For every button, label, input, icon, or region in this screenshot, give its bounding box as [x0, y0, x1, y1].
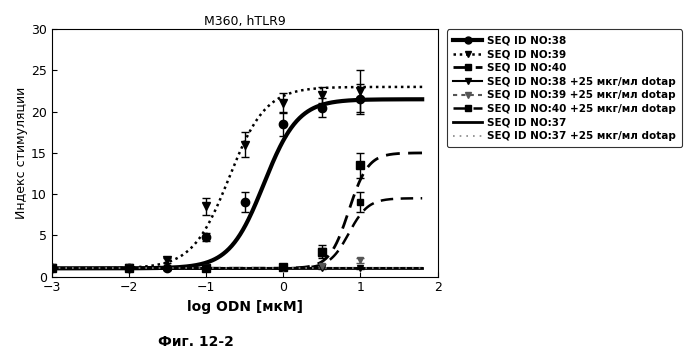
Legend: SEQ ID NO:38, SEQ ID NO:39, SEQ ID NO:40, SEQ ID NO:38 +25 мкг/мл dotap, SEQ ID : SEQ ID NO:38, SEQ ID NO:39, SEQ ID NO:40… [447, 29, 682, 147]
Text: Фиг. 12-2: Фиг. 12-2 [158, 336, 233, 350]
Title: M360, hTLR9: M360, hTLR9 [203, 15, 285, 28]
X-axis label: log ODN [мкМ]: log ODN [мкМ] [187, 300, 303, 314]
Y-axis label: Индекс стимуляции: Индекс стимуляции [15, 87, 28, 219]
